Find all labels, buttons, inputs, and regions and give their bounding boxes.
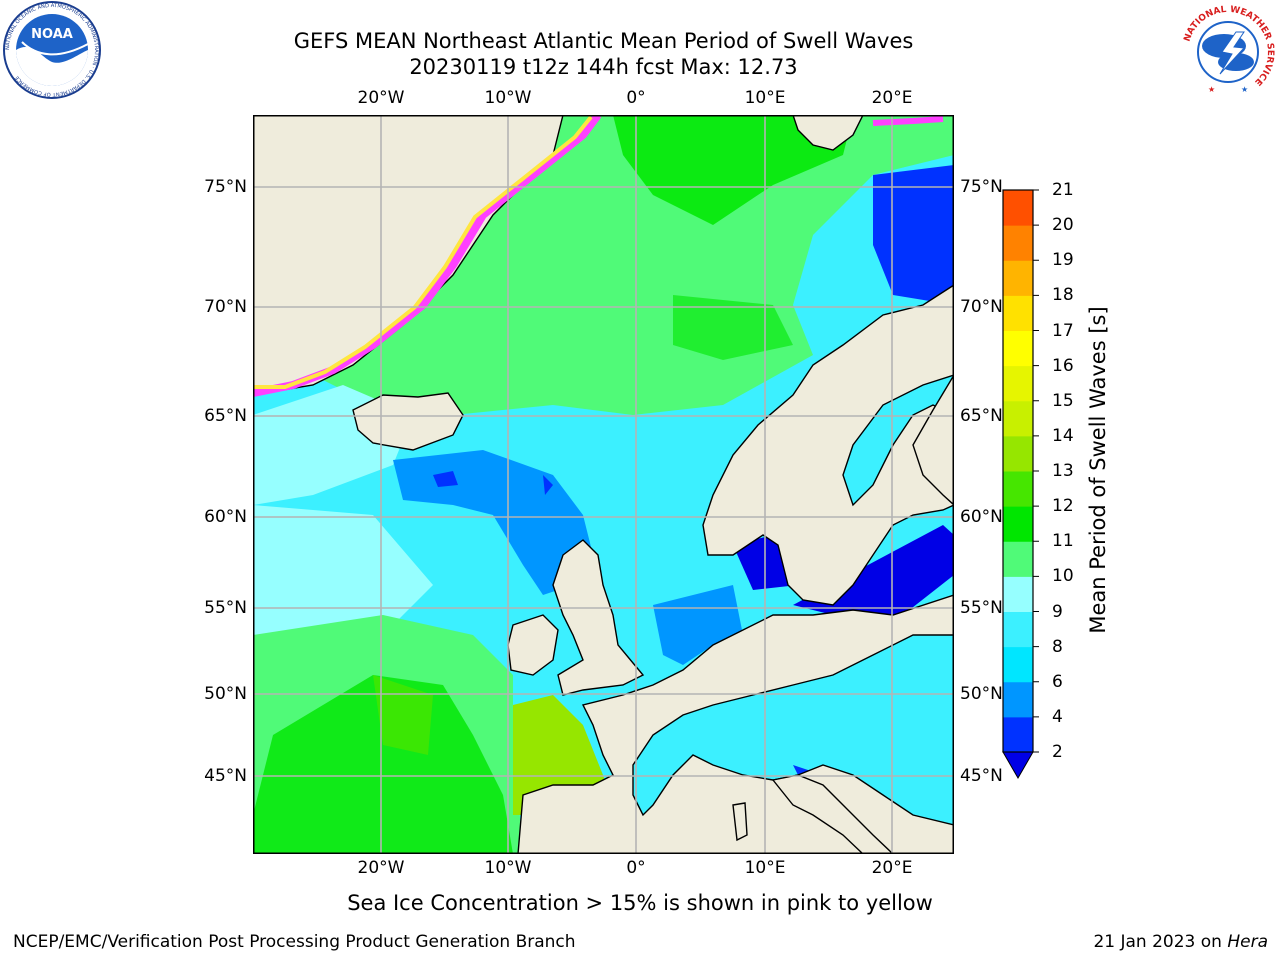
lon-label-top: 10°E xyxy=(744,88,786,108)
footer-left: NCEP/EMC/Verification Post Processing Pr… xyxy=(13,932,576,952)
lon-label-top: 20°E xyxy=(871,88,913,108)
colorbar-bin xyxy=(1003,190,1033,226)
noaa-logo: NATIONAL OCEANIC AND ATMOSPHERIC ADMINIS… xyxy=(3,1,101,99)
green-patch-norway-sea xyxy=(673,295,793,360)
colorbar-tick-label: 19 xyxy=(1052,250,1074,271)
lat-label-right: 50°N xyxy=(960,684,1003,704)
swell-period-map xyxy=(253,115,954,854)
lat-label-right: 45°N xyxy=(960,766,1003,786)
footer-right: 21 Jan 2023 on Hera xyxy=(1093,932,1268,952)
colorbar-bin xyxy=(1003,260,1033,296)
lat-label-left: 45°N xyxy=(204,766,247,786)
noaa-logo-text: NOAA xyxy=(31,27,73,42)
lat-label-left: 70°N xyxy=(204,297,247,317)
colorbar-bin xyxy=(1003,506,1033,542)
colorbar-tick-label: 8 xyxy=(1052,636,1063,657)
light-cyan-zone xyxy=(253,385,433,635)
colorbar-bin xyxy=(1003,716,1033,753)
lat-label-left: 55°N xyxy=(204,598,247,618)
lon-label-bottom: 10°E xyxy=(744,858,786,878)
blue-zone-barents xyxy=(873,165,954,305)
green-zone-darker-north xyxy=(613,115,853,225)
lat-label-right: 60°N xyxy=(960,507,1003,527)
lat-label-left: 60°N xyxy=(204,507,247,527)
colorbar-tick-label: 6 xyxy=(1052,671,1063,692)
chart-title: GEFS MEAN Northeast Atlantic Mean Period… xyxy=(293,29,914,53)
colorbar-tick-label: 16 xyxy=(1052,355,1074,376)
colorbar-bin xyxy=(1003,541,1033,577)
green-zone-south-dark xyxy=(253,675,513,854)
colorbar-bin xyxy=(1003,576,1033,612)
sea-ice-edge-yellow xyxy=(253,115,593,389)
colorbar-bin xyxy=(1003,400,1033,437)
colorbar-tick-label: 18 xyxy=(1052,285,1074,306)
lon-label-bottom: 20°E xyxy=(871,858,913,878)
chart-subtitle: 20230119 t12z 144h fcst Max: 12.73 xyxy=(409,55,798,79)
lon-label-bottom: 10°W xyxy=(484,858,532,878)
sea-ice-note: Sea Ice Concentration > 15% is shown in … xyxy=(347,891,933,915)
colorbar-bin xyxy=(1003,646,1033,683)
map-frame xyxy=(253,115,954,854)
colorbar-tick-label: 12 xyxy=(1052,496,1074,517)
colorbar-under-arrow xyxy=(1002,751,1034,780)
italy xyxy=(771,774,895,854)
corsica-sardinia xyxy=(732,802,748,842)
great-britain xyxy=(552,539,645,696)
lon-label-bottom: 0° xyxy=(626,858,646,878)
colorbar-tick-label: 17 xyxy=(1052,320,1074,341)
lat-label-left: 65°N xyxy=(204,406,247,426)
lon-label-top: 10°W xyxy=(484,88,532,108)
nws-logo: NATIONAL WEATHER SERVICE ★ ★ xyxy=(1180,4,1276,100)
colorbar-tick-label: 10 xyxy=(1052,566,1074,587)
colorbar-tick-label: 9 xyxy=(1052,601,1063,622)
colorbar-bin xyxy=(1003,611,1033,648)
colorbar-tick-label: 20 xyxy=(1052,215,1074,236)
lat-label-right: 75°N xyxy=(960,177,1003,197)
svalbard xyxy=(792,115,864,151)
footer-date: 21 Jan 2023 on xyxy=(1093,932,1228,952)
lat-label-right: 70°N xyxy=(960,297,1003,317)
colorbar-tick-label: 2 xyxy=(1052,742,1063,762)
continental-europe xyxy=(517,594,954,854)
colorbar-title: Mean Period of Swell Waves [s] xyxy=(1086,306,1110,634)
svg-text:★: ★ xyxy=(1208,85,1215,94)
finland-russia xyxy=(912,373,954,506)
lat-label-right: 65°N xyxy=(960,406,1003,426)
lon-label-bottom: 20°W xyxy=(357,858,405,878)
blue-zone-north-sea xyxy=(653,585,743,665)
colorbar-bin xyxy=(1003,435,1033,472)
lon-label-top: 20°W xyxy=(357,88,405,108)
colorbar-bin xyxy=(1003,471,1033,507)
colorbar-bin xyxy=(1003,365,1033,402)
colorbar-tick-label: 4 xyxy=(1052,706,1063,727)
lat-label-right: 55°N xyxy=(960,598,1003,618)
lon-label-top: 0° xyxy=(626,88,646,108)
sea-ice-svalbard xyxy=(872,116,944,126)
footer-machine: Hera xyxy=(1227,932,1268,952)
colorbar-bin xyxy=(1003,225,1033,261)
colorbar-bin xyxy=(1003,681,1033,718)
graticule xyxy=(253,115,954,854)
yellowgreen-patch-west xyxy=(373,675,433,755)
colorbar-tick-label: 21 xyxy=(1052,180,1074,200)
colorbar-tick-label: 15 xyxy=(1052,390,1074,411)
colorbar xyxy=(1002,189,1039,780)
colorbar-tick-label: 13 xyxy=(1052,461,1074,481)
colorbar-bin xyxy=(1003,330,1033,367)
colorbar-tick-label: 14 xyxy=(1052,425,1074,446)
lat-label-left: 50°N xyxy=(204,684,247,704)
deep-blue-spots xyxy=(433,471,553,495)
lat-label-left: 75°N xyxy=(204,177,247,197)
colorbar-tick-label: 11 xyxy=(1052,531,1074,552)
colorbar-bin xyxy=(1003,295,1033,331)
svg-text:★: ★ xyxy=(1241,85,1248,94)
